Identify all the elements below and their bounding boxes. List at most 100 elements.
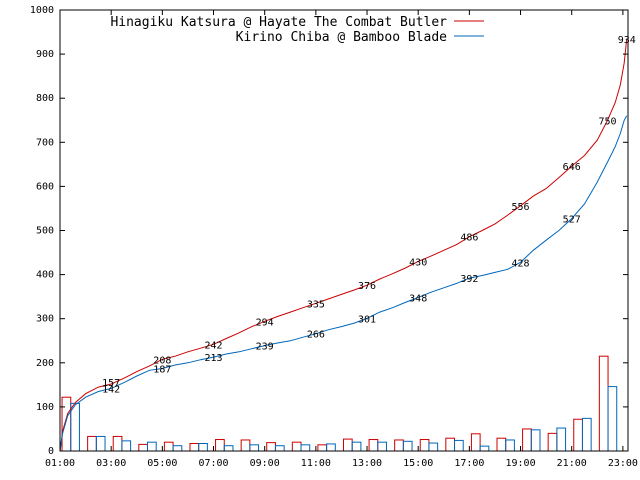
bar-series-2 (556, 427, 567, 452)
data-label-series-2: 428 (512, 258, 530, 269)
bar-series-2 (223, 445, 234, 452)
data-label-series-1: 294 (256, 317, 274, 328)
data-label-series-1: 208 (153, 355, 171, 366)
data-label-series-2: 142 (102, 384, 120, 395)
x-tick-label: 21:00 (557, 458, 587, 469)
data-label-series-1: 646 (563, 162, 581, 173)
bar-series-1 (87, 435, 97, 452)
y-tick-label: 400 (36, 270, 54, 281)
x-tick-label: 19:00 (505, 458, 535, 469)
bar-series-1 (138, 443, 149, 452)
bar-series-2 (351, 441, 362, 452)
bar-series-1 (419, 439, 430, 452)
data-label-series-2: 527 (563, 215, 581, 226)
y-tick-label: 700 (36, 137, 54, 148)
bar-series-2 (607, 386, 618, 452)
bar-series-1 (240, 439, 251, 452)
bar-series-2 (505, 439, 515, 452)
data-label-series-1: 934 (618, 35, 636, 46)
bar-series-1 (573, 418, 583, 452)
bar-series-1 (470, 433, 481, 452)
x-tick-label: 05:00 (147, 458, 177, 469)
bar-series-1 (266, 442, 276, 452)
legend-label-series-2: Kirino Chiba @ Bamboo Blade (236, 30, 447, 45)
data-label-series-1: 430 (409, 257, 427, 268)
plot-frame (59, 9, 629, 452)
bar-series-2 (274, 445, 285, 452)
line-series-2 (59, 115, 628, 452)
bar-series-2 (121, 440, 132, 452)
x-tick-label: 23:00 (608, 458, 638, 469)
bar-series-2 (581, 417, 592, 452)
axes: 0 100 200 300 400 500 600 700 800 900 1000 01:00 03:… (30, 5, 638, 469)
data-label-series-2: 213 (204, 353, 222, 364)
data-label-series-1: 242 (204, 340, 222, 351)
data-label-series-2: 392 (460, 274, 478, 285)
bar-series-2 (428, 442, 439, 452)
y-tick-label: 600 (36, 181, 54, 192)
x-tick-label: 09:00 (250, 458, 280, 469)
bar-series-1 (163, 441, 174, 452)
bar-series-2 (300, 444, 311, 452)
data-label-series-1: 376 (358, 281, 376, 292)
bar-series-2 (454, 439, 464, 452)
legend-label-series-1: Hinagiku Katsura @ Hayate The Combat But… (110, 15, 447, 30)
data-label-series-1: 556 (512, 202, 530, 213)
hourly-bars (61, 355, 618, 452)
y-tick-label: 1000 (30, 5, 54, 16)
bar-series-1 (291, 441, 302, 452)
bar-series-1 (112, 435, 123, 452)
bar-series-1 (522, 428, 532, 452)
data-label-series-2: 239 (256, 342, 274, 353)
bar-series-1 (547, 432, 558, 452)
bar-series-1 (368, 439, 379, 452)
legend: Hinagiku Katsura @ Hayate The Combat But… (110, 15, 484, 45)
x-tick-label: 11:00 (301, 458, 331, 469)
bar-series-1 (189, 443, 200, 452)
data-label-series-2: 187 (153, 365, 171, 376)
data-label-series-1: 750 (599, 116, 617, 127)
cumulative-lines (59, 39, 628, 452)
bar-series-2 (147, 441, 157, 452)
bar-series-2 (479, 445, 490, 452)
line-series-1 (59, 39, 628, 452)
data-label-series-2: 348 (409, 294, 427, 305)
x-tick-label: 01:00 (45, 458, 75, 469)
bar-series-1 (215, 439, 225, 452)
data-label-series-1: 157 (102, 378, 120, 389)
bar-series-1 (61, 396, 72, 452)
x-tick-label: 17:00 (454, 458, 484, 469)
bar-series-2 (70, 402, 80, 452)
x-tick-label: 13:00 (352, 458, 382, 469)
bar-series-1 (598, 355, 609, 452)
bar-series-2 (172, 445, 183, 452)
data-labels: 157 208 242 294 335 376 430 486 556 646 750 934 142 1… (102, 35, 636, 395)
bar-series-2 (530, 429, 541, 452)
bar-series-1 (394, 439, 404, 452)
y-tick-label: 200 (36, 358, 54, 369)
x-tick-label: 07:00 (198, 458, 228, 469)
bar-series-1 (445, 437, 456, 452)
y-tick-label: 0 (48, 446, 54, 457)
data-label-series-1: 486 (460, 233, 478, 244)
bar-series-1 (317, 444, 328, 452)
bar-series-1 (342, 438, 353, 452)
bar-series-2 (249, 444, 260, 452)
data-label-series-2: 301 (358, 314, 376, 325)
x-tick-label: 15:00 (403, 458, 433, 469)
x-tick-label: 03:00 (96, 458, 126, 469)
bar-series-2 (377, 441, 387, 452)
bar-series-2 (95, 435, 106, 452)
data-label-series-1: 335 (307, 299, 325, 310)
data-label-series-2: 266 (307, 330, 325, 341)
bar-series-2 (402, 440, 413, 452)
bar-series-2 (326, 443, 336, 452)
y-tick-label: 300 (36, 314, 54, 325)
bar-series-1 (496, 437, 507, 452)
y-tick-label: 800 (36, 93, 54, 104)
y-tick-label: 500 (36, 226, 54, 237)
bar-series-2 (198, 443, 208, 452)
y-tick-label: 900 (36, 49, 54, 60)
y-tick-label: 100 (36, 402, 54, 413)
